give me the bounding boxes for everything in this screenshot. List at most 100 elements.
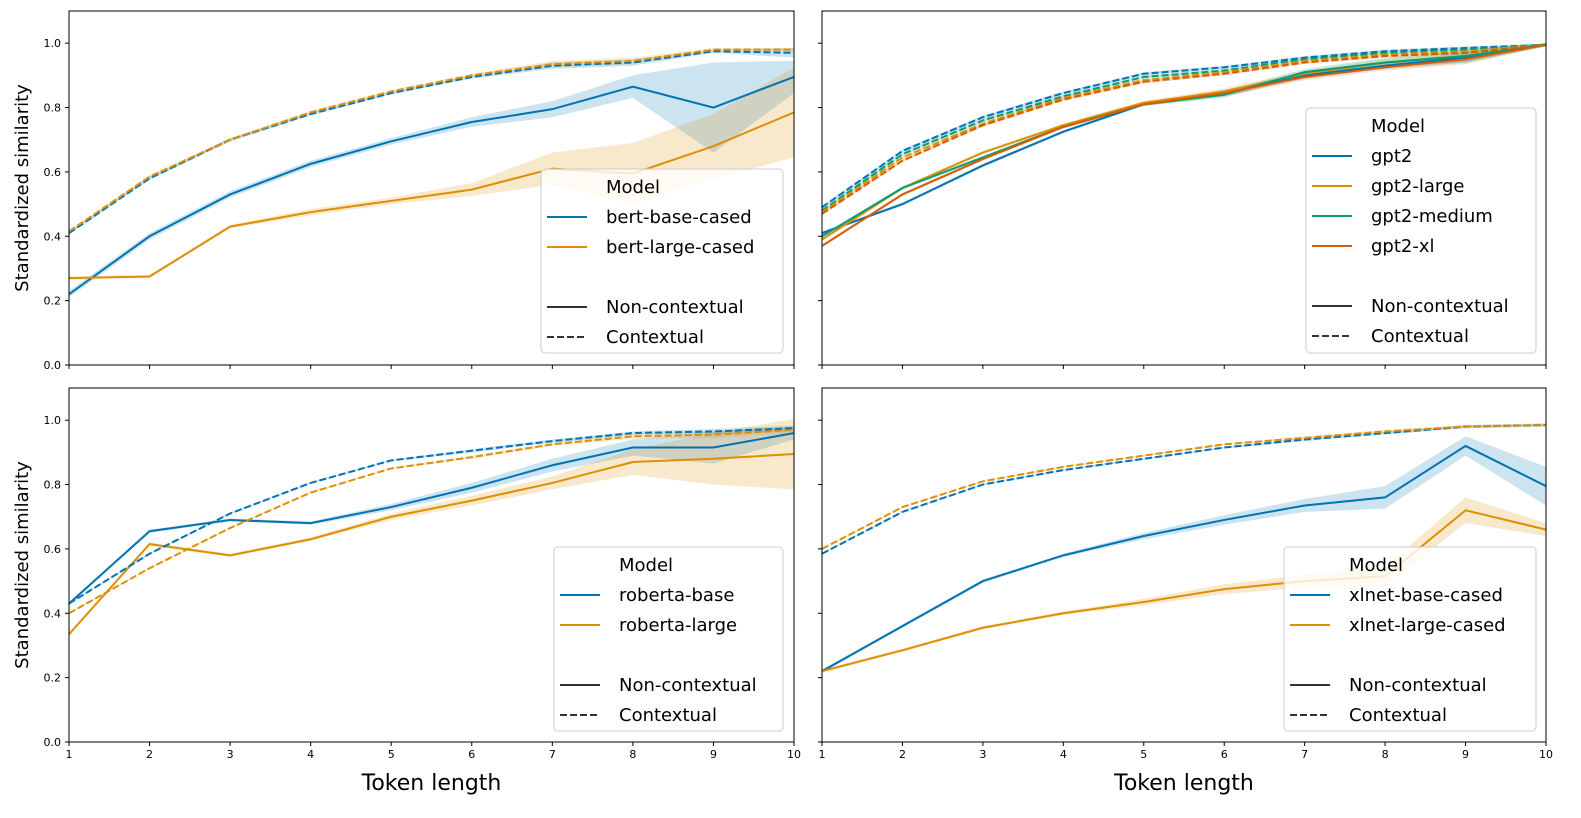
legend-box <box>553 546 784 732</box>
series-line-roberta-large-contextual <box>69 428 794 615</box>
series-line-roberta-base-non-contextual <box>69 432 794 605</box>
x-tick-label: 4 <box>1060 748 1067 761</box>
ci-band-xlnet-large-cased <box>822 497 1546 673</box>
series-line-roberta-large-non-contextual <box>69 452 794 635</box>
legend-box <box>1305 107 1537 354</box>
plot-area <box>822 423 1546 673</box>
legend-title: Model <box>619 555 673 576</box>
legend-entry: xlnet-base-cased <box>1349 585 1503 606</box>
y-tick-label: 0.4 <box>44 230 62 243</box>
legend-box <box>540 168 784 354</box>
legend: Model bert-base-cased bert-large-cased Non-… <box>540 168 784 354</box>
legend-title: Model <box>1349 555 1403 576</box>
y-tick-label: 0.0 <box>44 736 62 749</box>
y-tick-label: 0.2 <box>44 295 62 308</box>
legend-entry: roberta-base <box>619 585 734 606</box>
legend-style-entry: Non-contextual <box>1349 675 1487 696</box>
legend-style-entry: Contextual <box>606 327 704 348</box>
series-line-xlnet-large-cased-non-contextual <box>822 509 1546 673</box>
panel-top-right: Model gpt2 gpt2-large gpt2-medium gpt2-xl Non… <box>818 10 1547 369</box>
legend: Model gpt2 gpt2-large gpt2-medium gpt2-xl Non… <box>1305 107 1537 354</box>
x-tick-label: 5 <box>388 748 395 761</box>
legend-box <box>1283 546 1537 732</box>
x-tick-label: 9 <box>1462 748 1469 761</box>
legend-style-entry: Non-contextual <box>606 297 744 318</box>
series-line-gpt2-contextual <box>822 43 1546 209</box>
legend-entry: bert-base-cased <box>606 207 752 228</box>
y-tick-label: 0.8 <box>44 102 62 115</box>
x-tick-label: 3 <box>979 748 986 761</box>
legend-entry: gpt2-xl <box>1371 236 1435 257</box>
series-line-gpt2-medium-contextual <box>822 43 1546 212</box>
series-line-bert-large-cased-non-contextual <box>69 111 794 280</box>
x-tick-label: 10 <box>787 748 801 761</box>
y-tick-label: 1.0 <box>44 37 62 50</box>
legend-entry: roberta-large <box>619 615 737 636</box>
ci-band-roberta-large <box>69 418 794 636</box>
y-tick-label: 0.8 <box>44 479 62 492</box>
legend-entry: gpt2-medium <box>1371 206 1493 227</box>
y-tick-label: 0.2 <box>44 672 62 685</box>
ci-band-roberta-base <box>69 426 794 606</box>
y-axis-label: Standardized similarity <box>12 84 33 292</box>
panel-top-left: 0.0 0.2 0.4 0.6 0.8 1.0 Standardized similarit… <box>12 10 795 372</box>
legend-style-entry: Contextual <box>1371 326 1469 347</box>
legend: Model xlnet-base-cased xlnet-large-cased No… <box>1283 546 1537 732</box>
series-line-bert-base-cased-non-contextual <box>69 76 794 296</box>
legend-style-entry: Non-contextual <box>619 675 757 696</box>
ci-band-xlnet-base-cased <box>822 436 1546 673</box>
y-tick-label: 0.0 <box>44 359 62 372</box>
x-tick-label: 1 <box>66 748 73 761</box>
y-tick-label: 1.0 <box>44 414 62 427</box>
x-tick-label: 4 <box>307 748 314 761</box>
x-tick-label: 2 <box>899 748 906 761</box>
legend-entry: bert-large-cased <box>606 237 754 258</box>
axes-frame <box>821 387 1547 743</box>
legend-entry: gpt2 <box>1371 146 1412 167</box>
legend-style-entry: Contextual <box>619 705 717 726</box>
ci-band-bert-base-cased <box>69 60 794 298</box>
x-tick-label: 1 <box>819 748 826 761</box>
y-tick-label: 0.6 <box>44 543 62 556</box>
series-line-gpt2-large-contextual <box>822 43 1546 213</box>
ci-band-xlnet-large-cased <box>822 423 1546 550</box>
legend-title: Model <box>1371 116 1425 137</box>
x-tick-label: 7 <box>1301 748 1308 761</box>
plot-area <box>822 43 1546 248</box>
legend-title: Model <box>606 177 660 198</box>
y-axis-label: Standardized similarity <box>12 461 33 669</box>
legend-style-entry: Contextual <box>1349 705 1447 726</box>
ci-band-gpt2-medium <box>822 43 1546 213</box>
legend-entry: gpt2-large <box>1371 176 1464 197</box>
series-line-bert-large-cased-contextual <box>69 48 794 233</box>
x-axis-label: Token length <box>1113 771 1254 796</box>
series-line-xlnet-large-cased-contextual <box>822 424 1546 550</box>
y-tick-label: 0.4 <box>44 607 62 620</box>
axes-frame <box>68 10 795 366</box>
x-tick-label: 9 <box>710 748 717 761</box>
series-line-gpt2-xl-non-contextual <box>822 43 1546 247</box>
legend-entry: xlnet-large-cased <box>1349 615 1506 636</box>
legend: Model roberta-base roberta-large Non-contex… <box>553 546 784 732</box>
y-tick-label: 0.6 <box>44 166 62 179</box>
series-line-roberta-base-contextual <box>69 427 794 605</box>
x-tick-label: 5 <box>1140 748 1147 761</box>
x-tick-label: 8 <box>1382 748 1389 761</box>
series-line-gpt2-xl-contextual <box>822 43 1546 215</box>
axes-frame <box>68 387 795 743</box>
plot-area <box>69 418 794 636</box>
legend-style-entry: Non-contextual <box>1371 296 1509 317</box>
x-tick-label: 10 <box>1539 748 1553 761</box>
axes-frame <box>821 10 1547 366</box>
x-tick-label: 6 <box>1221 748 1228 761</box>
x-tick-label: 3 <box>227 748 234 761</box>
x-tick-label: 7 <box>549 748 556 761</box>
x-tick-label: 2 <box>146 748 153 761</box>
panel-bottom-left: 0.0 0.2 0.4 0.6 0.8 1.0 1 2 3 4 5 6 7 8 9 10 Standardize… <box>12 387 801 796</box>
panel-bottom-right: 1 2 3 4 5 6 7 8 9 10 Token length Model xlnet-base-c… <box>818 387 1553 796</box>
x-axis-label: Token length <box>361 771 502 796</box>
series-line-xlnet-base-cased-non-contextual <box>822 444 1546 673</box>
x-tick-label: 8 <box>629 748 636 761</box>
